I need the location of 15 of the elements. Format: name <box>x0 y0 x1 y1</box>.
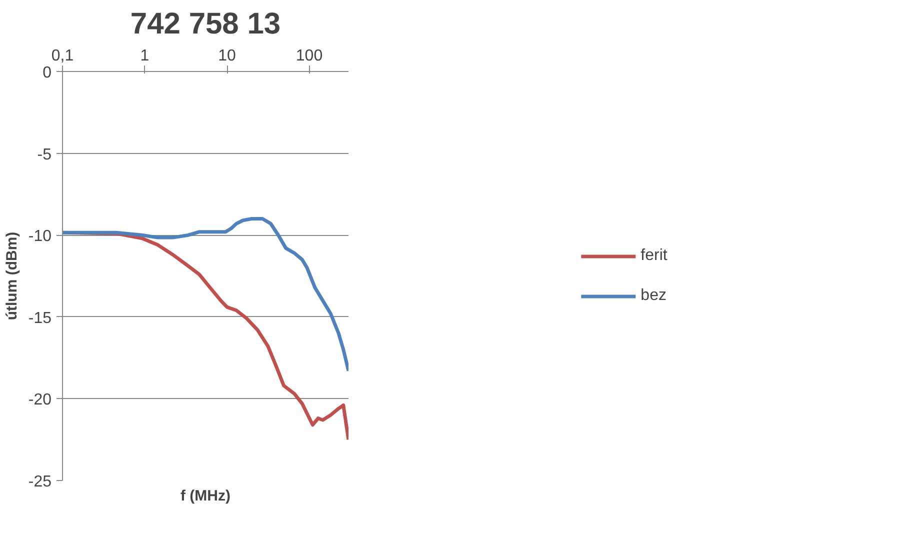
x-tick-label: 1 <box>140 48 150 64</box>
x-tick-label: 100 <box>296 48 323 64</box>
x-tick-label: 10 <box>218 48 236 64</box>
legend-label: ferit <box>640 246 668 264</box>
x-tick-label: 0,1 <box>51 48 74 64</box>
y-tick-label: 0 <box>42 64 52 82</box>
chart-title: 742 758 13 <box>130 8 281 40</box>
y-tick-label: -15 <box>28 310 52 327</box>
y-tick-label: -10 <box>28 228 52 246</box>
y-axis-title: útlum (dBm) <box>3 232 20 320</box>
x-axis-title: f (MHz) <box>180 488 230 504</box>
y-tick-label: -25 <box>28 474 52 490</box>
y-tick-label: -20 <box>28 392 52 409</box>
y-tick-label: -5 <box>37 146 52 164</box>
legend-label: bez <box>640 286 666 304</box>
